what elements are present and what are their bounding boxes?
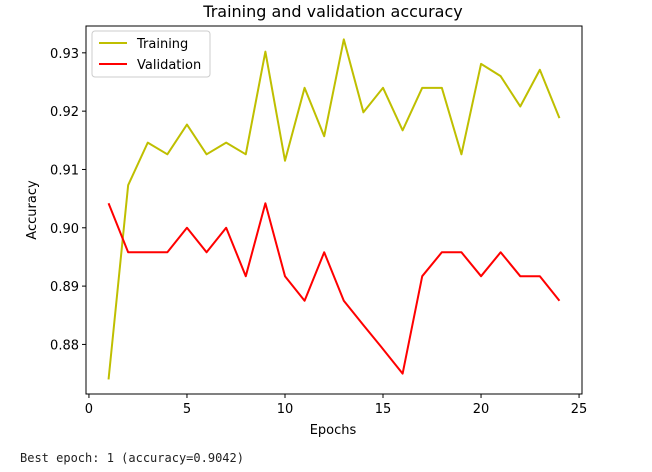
y-axis-ticks: 0.88 0.89 0.90 0.91 0.92 0.93 (50, 47, 86, 353)
x-tick-label: 20 (473, 402, 490, 417)
y-tick-label: 0.90 (50, 222, 79, 237)
x-tick-label: 0 (85, 402, 93, 417)
series-line-training (107, 38, 561, 380)
legend-training-label: Training (136, 37, 188, 52)
x-tick-label: 15 (375, 402, 392, 417)
chart-title: Training and validation accuracy (202, 2, 462, 21)
y-axis-label: Accuracy (25, 180, 40, 240)
x-tick-label: 25 (571, 402, 588, 417)
legend-validation-label: Validation (137, 58, 201, 73)
y-tick-label: 0.93 (50, 47, 79, 62)
y-tick-label: 0.89 (50, 280, 79, 295)
y-tick-label: 0.92 (50, 105, 79, 120)
y-tick-label: 0.88 (50, 338, 79, 353)
series-line-validation (107, 202, 561, 375)
legend: Training Validation (91, 30, 211, 78)
x-axis-ticks: 0 5 10 15 20 25 (85, 394, 588, 417)
x-tick-label: 10 (277, 402, 294, 417)
x-axis-label: Epochs (310, 423, 357, 438)
x-tick-label: 5 (183, 402, 191, 417)
plot-area (85, 25, 583, 395)
series-lines (107, 38, 561, 380)
y-tick-label: 0.91 (50, 163, 79, 178)
best-epoch-caption: Best epoch: 1 (accuracy=0.9042) (20, 451, 244, 465)
